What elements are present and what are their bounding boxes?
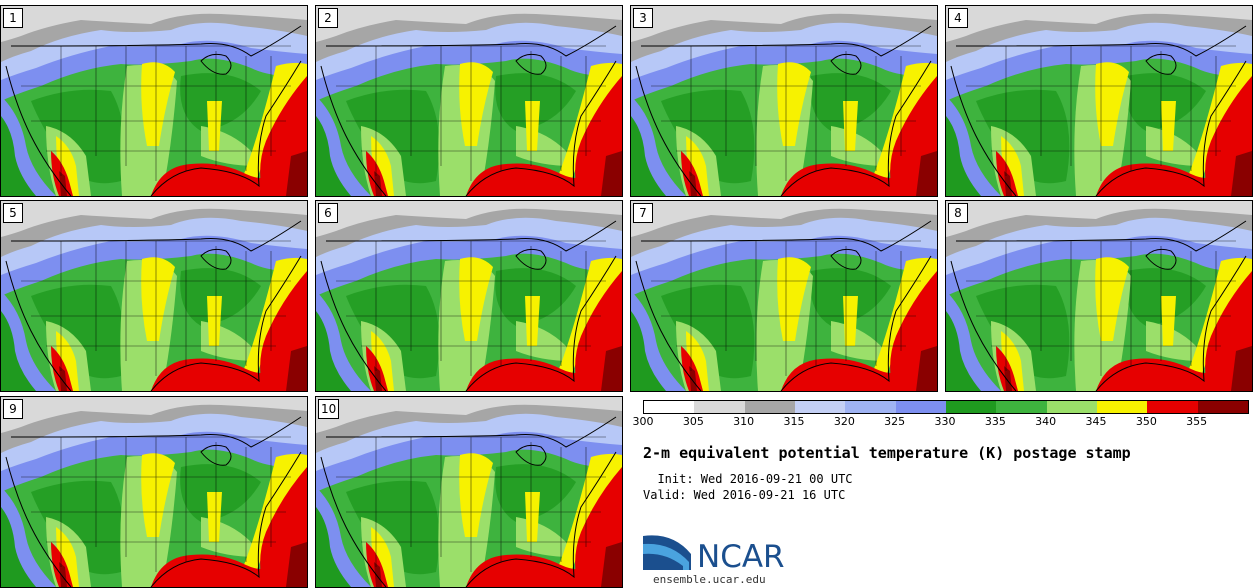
panel-label: 10 <box>318 399 340 419</box>
panel-label: 4 <box>948 8 968 28</box>
colorbar-tick-label: 345 <box>1085 415 1107 428</box>
map-field <box>946 6 1252 196</box>
colorbar-segment <box>694 401 745 413</box>
colorbar-segment <box>1096 401 1148 413</box>
colorbar-tick-label: 335 <box>984 415 1006 428</box>
colorbar-tick-label: 305 <box>682 415 704 428</box>
postage-stamp-panel: 3 <box>630 5 938 197</box>
postage-stamp-panel: 10 <box>315 396 623 588</box>
panel-label: 9 <box>3 399 23 419</box>
panel-label: 6 <box>318 203 338 223</box>
colorbar-segment <box>895 401 946 413</box>
postage-stamp-panel: 7 <box>630 200 938 392</box>
map-field <box>316 201 622 391</box>
colorbar-segment <box>1197 401 1248 413</box>
colorbar-tick-label: 355 <box>1186 415 1208 428</box>
logo-url: ensemble.ucar.edu <box>653 573 766 586</box>
colorbar-segment <box>794 401 846 413</box>
colorbar-segment <box>996 401 1047 413</box>
ncar-logo-icon <box>643 535 691 570</box>
init-time: Init: Wed 2016-09-21 00 UTC <box>643 472 853 486</box>
colorbar-tick-label: 325 <box>884 415 906 428</box>
colorbar-segment <box>845 401 896 413</box>
postage-stamp-panel: 9 <box>0 396 308 588</box>
colorbar-segment <box>1147 401 1198 413</box>
map-field <box>316 6 622 196</box>
colorbar-segment <box>1046 401 1097 413</box>
colorbar-segment <box>945 401 997 413</box>
colorbar <box>643 400 1249 414</box>
panel-label: 1 <box>3 8 23 28</box>
valid-time: Valid: Wed 2016-09-21 16 UTC <box>643 488 846 502</box>
map-field <box>946 201 1252 391</box>
map-field <box>631 201 937 391</box>
colorbar-tick-label: 340 <box>1035 415 1057 428</box>
postage-stamp-panel: 5 <box>0 200 308 392</box>
postage-stamp-panel: 1 <box>0 5 308 197</box>
map-field <box>1 397 307 587</box>
colorbar-tick-label: 300 <box>632 415 654 428</box>
panel-label: 3 <box>633 8 653 28</box>
panel-label: 5 <box>3 203 23 223</box>
colorbar-ticks: 300 305 310 315 320 325 330 335 340 345 350 355 <box>633 415 1247 429</box>
postage-stamp-panel: 8 <box>945 200 1253 392</box>
postage-stamp-panel: 6 <box>315 200 623 392</box>
map-field <box>1 6 307 196</box>
figure-title: 2-m equivalent potential temperature (K)… <box>643 444 1131 462</box>
panel-label: 7 <box>633 203 653 223</box>
colorbar-tick-label: 320 <box>833 415 855 428</box>
ncar-logo-text: NCAR <box>697 539 785 575</box>
colorbar-segment <box>644 401 695 413</box>
colorbar-tick-label: 350 <box>1135 415 1157 428</box>
postage-stamp-panel: 2 <box>315 5 623 197</box>
panel-label: 8 <box>948 203 968 223</box>
map-field <box>631 6 937 196</box>
postage-stamp-panel: 4 <box>945 5 1253 197</box>
colorbar-tick-label: 330 <box>934 415 956 428</box>
colorbar-segment <box>744 401 795 413</box>
panel-label: 2 <box>318 8 338 28</box>
colorbar-tick-label: 310 <box>733 415 755 428</box>
colorbar-tick-label: 315 <box>783 415 805 428</box>
map-field <box>1 201 307 391</box>
map-field <box>316 397 622 587</box>
